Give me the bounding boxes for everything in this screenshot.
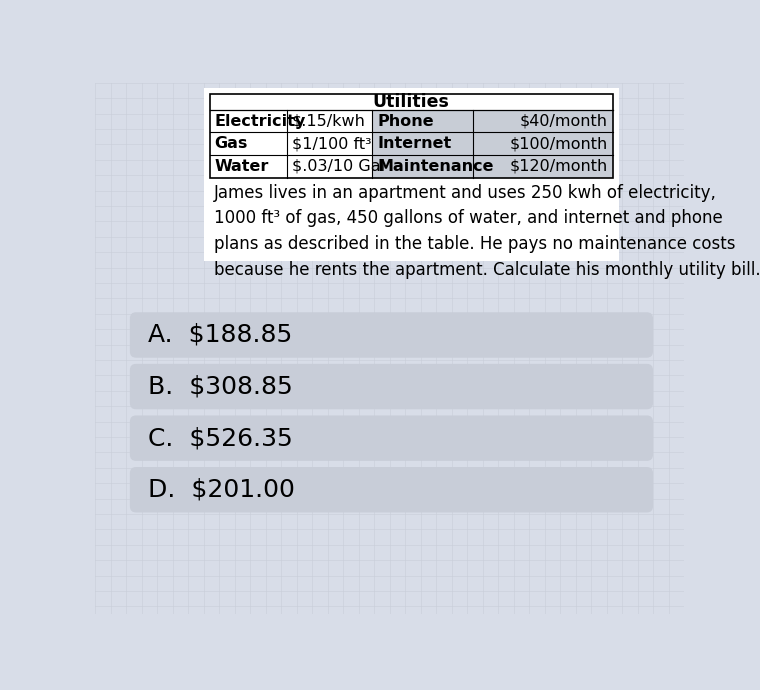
Bar xyxy=(210,95,613,177)
Text: Gas: Gas xyxy=(214,136,248,151)
Bar xyxy=(372,110,613,132)
FancyBboxPatch shape xyxy=(130,364,653,409)
Text: $120/month: $120/month xyxy=(510,159,608,174)
Text: $.15/kwh: $.15/kwh xyxy=(292,114,366,128)
Text: James lives in an apartment and uses 250 kwh of electricity,
1000 ft³ of gas, 45: James lives in an apartment and uses 250… xyxy=(214,184,760,279)
Text: A.  $188.85: A. $188.85 xyxy=(148,323,293,347)
Text: $.03/10 Gal: $.03/10 Gal xyxy=(292,159,385,174)
Text: $1/100 ft³: $1/100 ft³ xyxy=(292,136,372,151)
Text: Utilities: Utilities xyxy=(372,93,450,111)
Bar xyxy=(372,155,613,177)
Text: Internet: Internet xyxy=(377,136,451,151)
Text: Phone: Phone xyxy=(377,114,434,128)
Bar xyxy=(372,132,613,155)
Text: D.  $201.00: D. $201.00 xyxy=(148,477,296,502)
FancyBboxPatch shape xyxy=(130,415,653,461)
Text: Electricity: Electricity xyxy=(214,114,306,128)
Text: B.  $308.85: B. $308.85 xyxy=(148,375,293,399)
Text: Maintenance: Maintenance xyxy=(377,159,493,174)
Text: C.  $526.35: C. $526.35 xyxy=(148,426,293,450)
Text: Water: Water xyxy=(214,159,269,174)
FancyBboxPatch shape xyxy=(204,88,619,261)
Text: $100/month: $100/month xyxy=(510,136,608,151)
FancyBboxPatch shape xyxy=(130,467,653,513)
FancyBboxPatch shape xyxy=(130,313,653,357)
Text: $40/month: $40/month xyxy=(520,114,608,128)
